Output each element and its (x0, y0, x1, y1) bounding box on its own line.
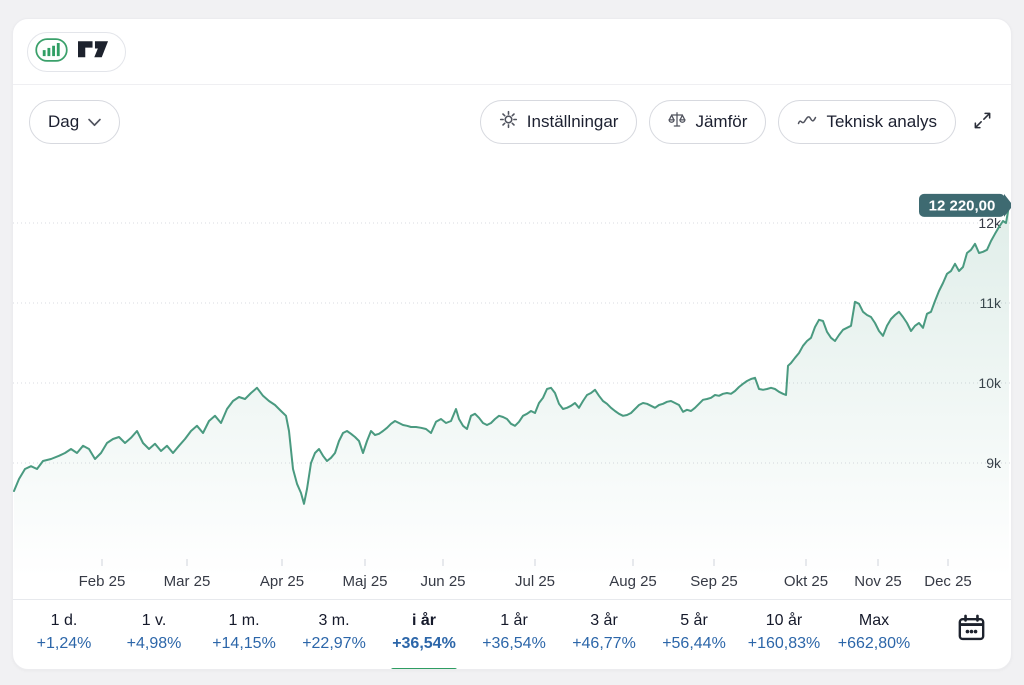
range-tab-label: 3 m. (318, 612, 350, 629)
interval-dropdown[interactable]: Dag (29, 100, 121, 144)
range-tab-change: +36,54% (392, 635, 456, 652)
x-axis-label: Feb 25 (79, 573, 126, 590)
x-axis-label: Sep 25 (690, 573, 738, 590)
technical-analysis-label: Teknisk analys (826, 112, 937, 131)
range-tab-change: +14,15% (212, 635, 276, 652)
compare-button[interactable]: Jämför (649, 100, 767, 144)
active-tab-underline (391, 668, 457, 669)
expand-arrows-icon (972, 110, 993, 134)
scales-icon (668, 110, 686, 134)
range-tab-change: +662,80% (837, 635, 911, 652)
range-tab-change: +56,44% (662, 635, 726, 652)
toolbar-button-group: Inställningar Jämför (479, 100, 956, 144)
chevron-down-icon (88, 112, 101, 132)
settings-label: Inställningar (526, 112, 619, 131)
range-tab-label: 1 d. (50, 612, 78, 629)
green-bars-icon (35, 37, 68, 67)
range-tab-label: 1 år (500, 612, 528, 629)
y-axis-label: 12k (978, 215, 1002, 231)
range-tab-1m[interactable]: 1 m. +14,15% (199, 611, 289, 669)
range-tab-change: +22,97% (302, 635, 366, 652)
x-axis-label: Okt 25 (784, 573, 828, 590)
x-axis-label: Mar 25 (164, 573, 211, 590)
fullscreen-button[interactable] (972, 110, 993, 134)
tradingview-logo-badge[interactable] (27, 32, 126, 72)
compare-label: Jämför (695, 112, 748, 131)
gear-icon (499, 110, 518, 134)
x-axis-label: Aug 25 (609, 573, 657, 590)
range-tab-5y[interactable]: 5 år +56,44% (649, 611, 739, 669)
price-line (13, 204, 1010, 505)
price-badge-label: 12 220,00 (929, 197, 996, 214)
widget-header (13, 19, 1011, 85)
range-tab-1y[interactable]: 1 år +36,54% (469, 611, 559, 669)
x-axis-label: Jul 25 (515, 573, 555, 590)
calendar-icon (956, 614, 987, 646)
custom-date-range-button[interactable] (956, 614, 987, 646)
price-badge-arrow (1004, 193, 1011, 217)
tradingview-logo-icon (78, 41, 109, 63)
range-tab-label: 1 v. (141, 612, 167, 629)
chart-toolbar: Dag Inställningar (13, 99, 1011, 145)
range-tab-3y[interactable]: 3 år +46,77% (559, 611, 649, 669)
x-axis-label: Maj 25 (342, 573, 387, 590)
range-tab-change: +46,77% (572, 635, 636, 652)
x-axis-label: Jun 25 (420, 573, 465, 590)
range-tab-label: 1 m. (228, 612, 260, 629)
range-tab-change: +36,54% (482, 635, 546, 652)
technical-analysis-button[interactable]: Teknisk analys (778, 100, 956, 144)
range-tab-label: Max (858, 612, 890, 629)
range-tab-change: +4,98% (126, 635, 182, 652)
range-tab-3m[interactable]: 3 m. +22,97% (289, 611, 379, 669)
price-badge (919, 193, 1005, 217)
x-axis-label: Dec 25 (924, 573, 972, 590)
range-tab-1w[interactable]: 1 v. +4,98% (109, 611, 199, 669)
pulse-line-icon (797, 112, 817, 132)
range-tab-change: +160,83% (747, 635, 821, 652)
price-area (14, 205, 1009, 577)
interval-label: Dag (48, 112, 80, 131)
range-tab-max[interactable]: Max +662,80% (829, 611, 919, 669)
x-axis-label: Nov 25 (854, 573, 902, 590)
range-tab-label: 10 år (765, 612, 803, 629)
range-tab-label: 5 år (680, 612, 708, 629)
range-tab-change: +1,24% (36, 635, 92, 652)
chart-widget-card: Dag Inställningar (12, 18, 1012, 670)
x-axis-label: Apr 25 (260, 573, 304, 590)
settings-button[interactable]: Inställningar (479, 100, 638, 144)
range-tabs-bar: 1 d. +1,24% 1 v. +4,98% 1 m. +14,15% 3 m… (13, 599, 1011, 669)
range-tab-ytd[interactable]: i år +36,54% (379, 611, 469, 669)
range-tab-1d[interactable]: 1 d. +1,24% (19, 611, 109, 669)
range-tab-10y[interactable]: 10 år +160,83% (739, 611, 829, 669)
range-tab-label: i år (411, 612, 436, 629)
range-tab-label: 3 år (590, 612, 618, 629)
